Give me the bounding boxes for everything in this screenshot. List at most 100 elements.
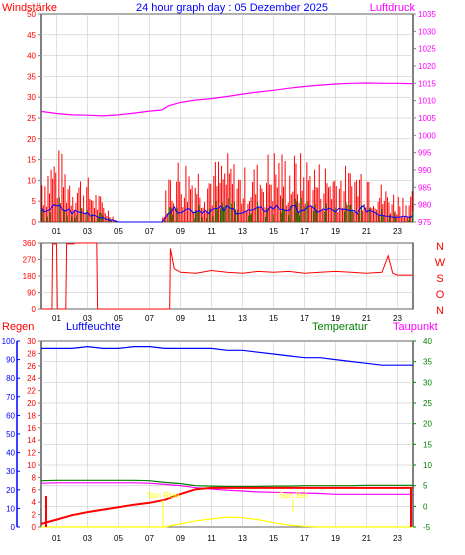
- rain-tick-label: 28: [27, 349, 36, 358]
- panel1-left-tick-label: 35: [27, 72, 36, 81]
- panel1-right-label: Luftdruck: [370, 2, 416, 14]
- panel3-x-tick-label: 17: [300, 534, 309, 543]
- humidity-tick-label: 70: [6, 393, 15, 402]
- temperature-tick-label: 25: [423, 399, 432, 408]
- humidity-tick-label: 10: [6, 504, 15, 513]
- panel2-x-tick-label: 07: [145, 314, 154, 323]
- humidity-tick-label: 20: [6, 486, 15, 495]
- humidity-tick-label: 80: [6, 374, 15, 383]
- panel1-x-tick-label: 17: [300, 227, 309, 236]
- panel3-x-tick-label: 01: [52, 534, 61, 543]
- panel1-right-tick-label: 990: [418, 166, 432, 175]
- panel2-compass-label: N: [436, 241, 444, 253]
- panel1-left-tick-label: 30: [27, 93, 36, 102]
- panel1-x-tick-label: 11: [207, 227, 216, 236]
- panel1-right-axis: 975 980 985 990 995 1000 1005 1010 1015 1020 1025 1…: [413, 10, 436, 227]
- panel1-right-tick-label: 985: [418, 183, 432, 192]
- temperature-line: [40, 479, 413, 488]
- panel2-x-tick-label: 11: [207, 314, 216, 323]
- panel3-x-tick-label: 19: [331, 534, 340, 543]
- panel1-left-tick-label: 25: [27, 114, 36, 123]
- panel1-left-tick-label: 15: [27, 156, 36, 165]
- humidity-tick-label: 0: [11, 523, 16, 532]
- panel3-humidity-label: Luftfeuchte: [66, 321, 120, 333]
- rain-tick-label: 0: [32, 523, 37, 532]
- panel1-right-tick-label: 1015: [418, 79, 436, 88]
- panel3-x-tick-label: 11: [207, 534, 216, 543]
- panel3-x-tick-label: 13: [238, 534, 247, 543]
- panel3-x-tick-label: 09: [176, 534, 185, 543]
- humidity-tick-label: 30: [6, 467, 15, 476]
- panel2-x-tick-label: 13: [238, 314, 247, 323]
- panel2-left-tick-label: 270: [23, 256, 37, 265]
- panel2-left-tick-label: 360: [23, 239, 37, 248]
- panel1-right-tick-label: 975: [418, 218, 432, 227]
- panel3-x-tick-label: 03: [83, 534, 92, 543]
- panel2-left-tick-label: 90: [27, 289, 36, 298]
- panel1-x-tick-label: 23: [393, 227, 402, 236]
- panel2-left-axis: 0 90 180 270 360: [23, 239, 41, 314]
- panel3-x-tick-label: 05: [114, 534, 123, 543]
- panel1-left-tick-label: 50: [27, 10, 36, 19]
- rain-tick-label: 8: [32, 473, 37, 482]
- temperature-tick-label: 35: [423, 358, 432, 367]
- temperature-tick-label: 30: [423, 378, 432, 387]
- rain-tick-label: 26: [27, 362, 36, 371]
- panel2-compass-label: W: [435, 257, 446, 269]
- panel3-x-tick-label: 15: [269, 534, 278, 543]
- rain-tick-label: 4: [32, 498, 37, 507]
- panel1-right-tick-label: 1000: [418, 131, 436, 140]
- panel1-x-tick-label: 15: [269, 227, 278, 236]
- panel1-left-tick-label: 40: [27, 52, 36, 61]
- panel2-x-tick-label: 03: [83, 314, 92, 323]
- panel2-compass-label: N: [436, 305, 444, 317]
- panel2-left-tick-label: 180: [23, 272, 37, 281]
- panel1-left-tick-label: 0: [32, 218, 37, 227]
- panel1-x-tick-label: 13: [238, 227, 247, 236]
- wind-direction-line: [41, 242, 413, 310]
- panel1-right-tick-label: 995: [418, 149, 432, 158]
- rain-tick-label: 22: [27, 387, 36, 396]
- humidity-tick-label: 40: [6, 449, 15, 458]
- panel1-x-axis: 01 03 05 07 09 11 13 15 17 19 21 23: [52, 227, 402, 236]
- rain-tick-label: 6: [32, 486, 37, 495]
- humidity-tick-label: 50: [6, 430, 15, 439]
- panel3-x-tick-label: 23: [393, 534, 402, 543]
- panel2-compass-label: O: [436, 289, 445, 301]
- panel2-x-tick-label: 23: [393, 314, 402, 323]
- panel1-right-tick-label: 1030: [418, 27, 436, 36]
- sunrise-annotation: Sun Rise: [147, 491, 180, 500]
- panel1-right-tick-label: 1005: [418, 114, 436, 123]
- panel2-x-axis: 01 03 05 07 09 11 13 15 17 19 21 23: [52, 314, 402, 323]
- panel3-frame: [40, 340, 414, 528]
- panel2-x-tick-label: 01: [52, 314, 61, 323]
- panel3-marks: [40, 345, 413, 528]
- sunset-annotation: Sun Set: [279, 491, 308, 500]
- temperature-tick-label: 40: [423, 337, 432, 346]
- temperature-tick-label: 5: [423, 482, 428, 491]
- panel1-x-tick-label: 07: [145, 227, 154, 236]
- dewpoint-line: [40, 482, 413, 495]
- panel1-left-tick-label: 5: [32, 197, 37, 206]
- panel1-right-tick-label: 980: [418, 201, 432, 210]
- solar-line: [41, 516, 413, 528]
- temperature-tick-label: 15: [423, 440, 432, 449]
- humidity-line: [41, 345, 413, 366]
- panel3-x-axis: 01 03 05 07 09 11 13 15 17 19 21 23: [52, 534, 402, 543]
- panel1-right-tick-label: 1020: [418, 62, 436, 71]
- rain-tick-label: 2: [32, 511, 37, 520]
- rain-tick-label: 12: [27, 449, 36, 458]
- panel2-x-tick-label: 21: [362, 314, 371, 323]
- panel2-x-tick-label: 17: [300, 314, 309, 323]
- panel2-x-tick-label: 05: [114, 314, 123, 323]
- panel2-x-tick-label: 15: [269, 314, 278, 323]
- panel1-left-label: Windstärke: [2, 2, 57, 14]
- panel3-humidity-axis: 0 10 20 30 40 50 60 70 80 90 100: [2, 337, 20, 532]
- humidity-tick-label: 60: [6, 411, 15, 420]
- panel1-right-tick-label: 1035: [418, 10, 436, 19]
- rain-line: [40, 486, 413, 525]
- temperature-tick-label: 20: [423, 420, 432, 429]
